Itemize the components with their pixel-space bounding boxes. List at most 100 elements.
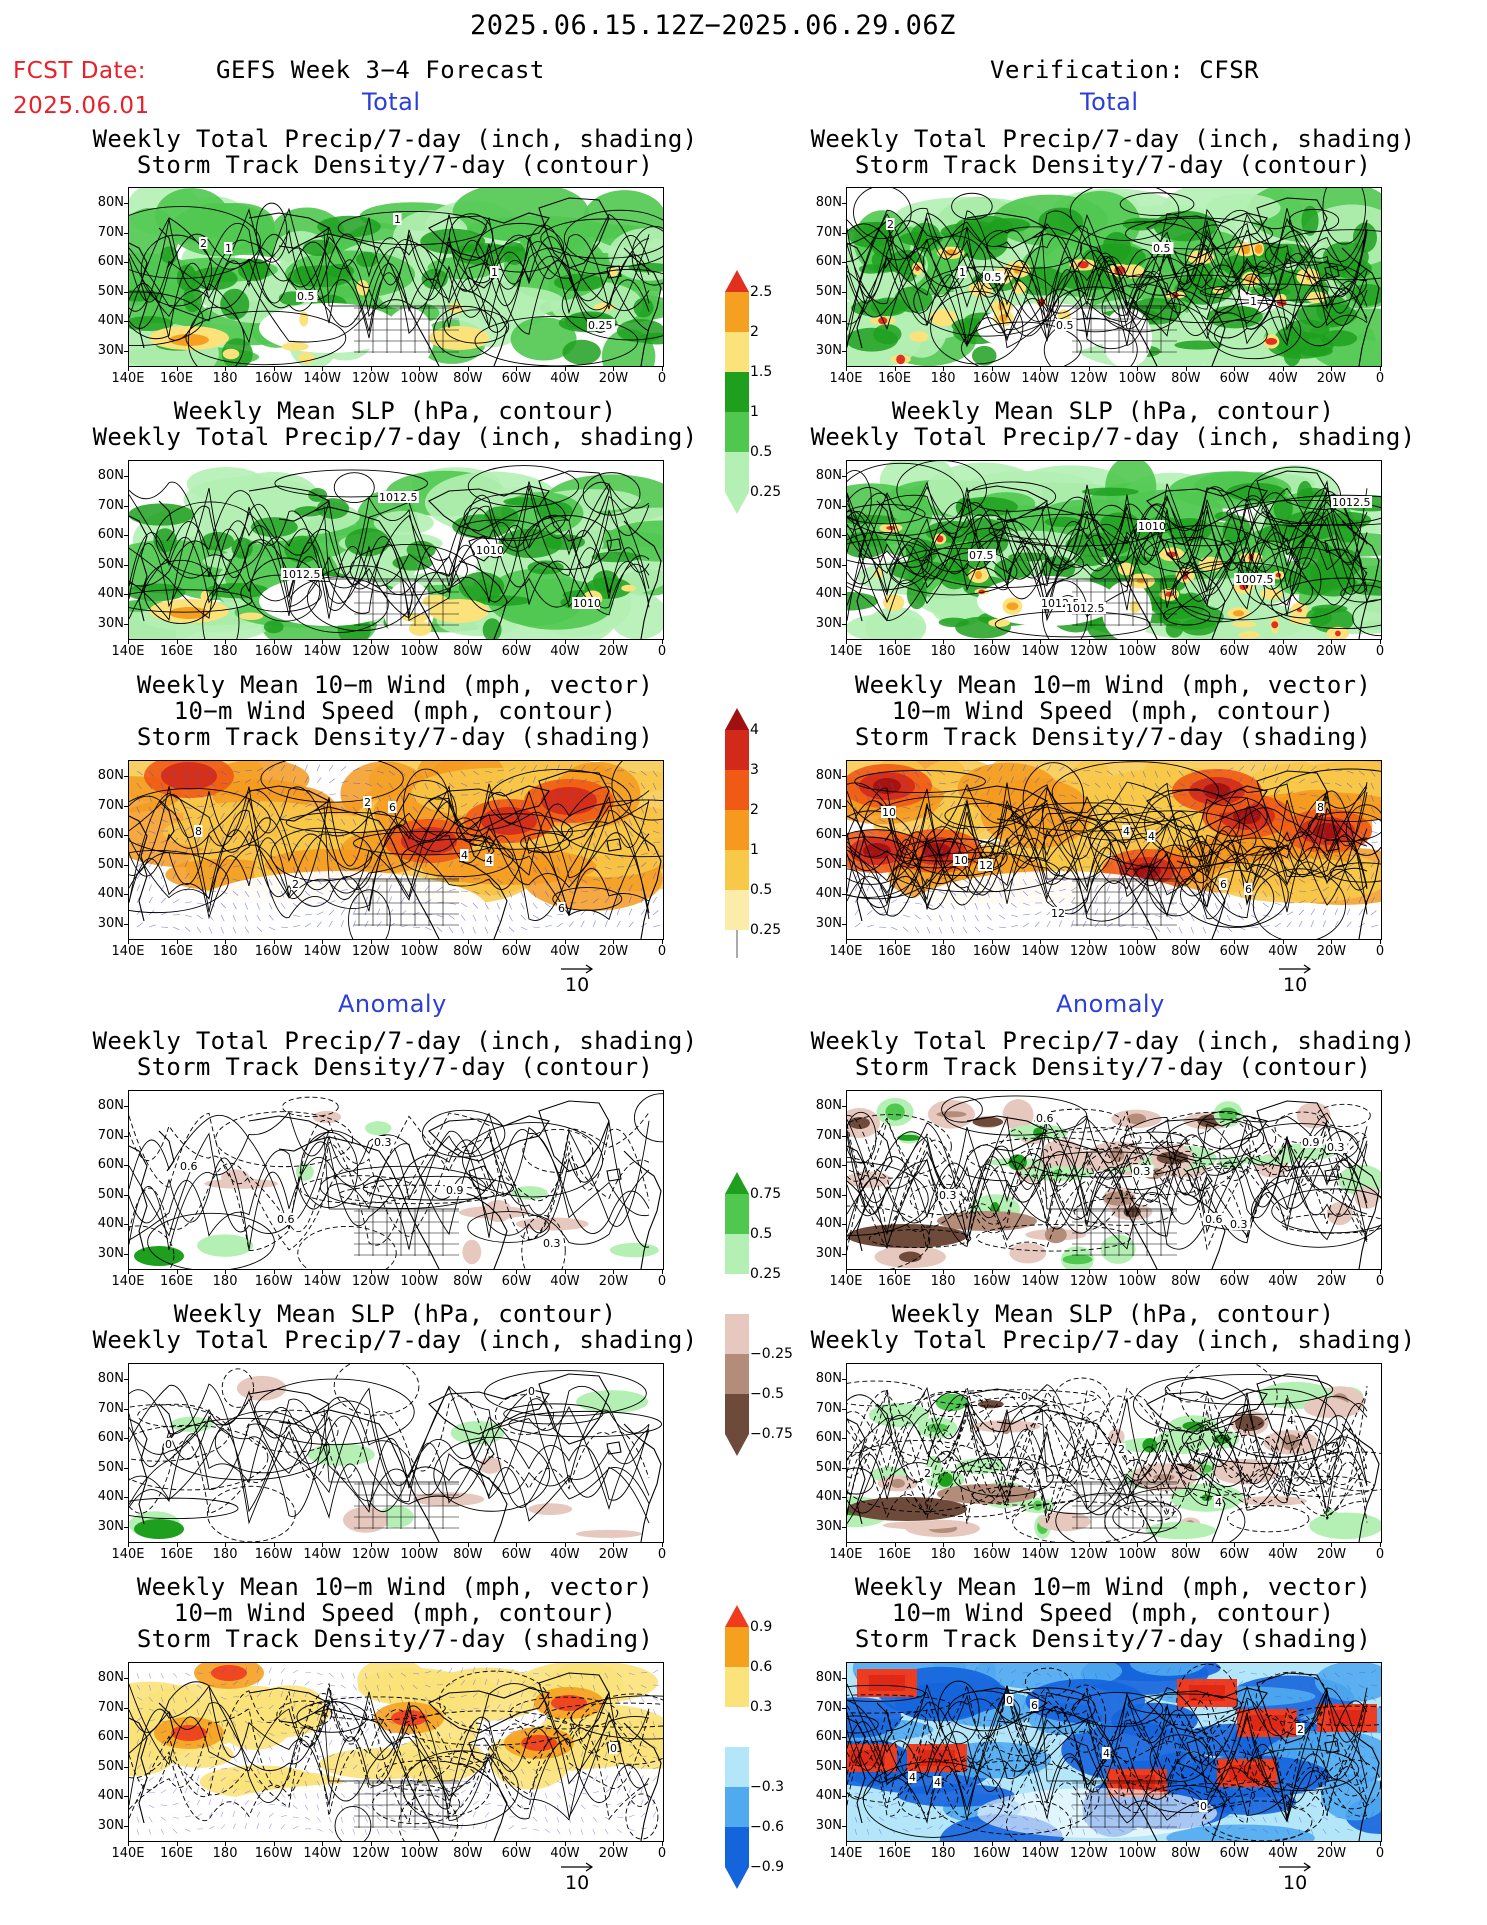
lat-label: 30N: [97, 615, 124, 631]
lon-tick: [176, 639, 178, 644]
lon-tick: [1088, 366, 1090, 371]
contour-label: 0: [165, 1438, 172, 1451]
lon-label: 20W: [1316, 1547, 1347, 1562]
lat-tick: [124, 805, 129, 807]
lon-tick: [1040, 639, 1042, 644]
lon-tick: [370, 366, 372, 371]
lon-label: 80W: [453, 371, 483, 386]
lat-label: 40N: [815, 313, 842, 328]
lon-tick: [176, 1542, 178, 1547]
contour-label: 0.3: [543, 1237, 561, 1250]
lon-label: 160E: [878, 944, 912, 959]
lon-label: 160E: [878, 371, 912, 386]
map-panel: 0.9 0.3 0.6 0.6 0.3: [128, 1090, 664, 1270]
contour-label: 4: [1215, 1496, 1222, 1509]
lon-label: 160E: [160, 944, 194, 959]
panel-title-line: Weekly Mean 10−m Wind (mph, vector): [854, 671, 1372, 699]
contour-label: 1: [225, 242, 232, 255]
contour-label: 1: [959, 266, 966, 279]
lon-label: 120W: [351, 1274, 390, 1289]
lat-tick: [124, 1379, 129, 1380]
lat-tick: [842, 1165, 847, 1166]
lat-label: 70N: [815, 1400, 842, 1416]
panel-title-line: Weekly Total Precip/7-day (inch, shading…: [92, 1027, 698, 1055]
vector-reference-label: 10: [565, 1872, 590, 1894]
contour-label: 1012.5: [1066, 602, 1105, 615]
lon-tick: [1137, 939, 1139, 944]
lon-label: 160W: [972, 944, 1011, 959]
lon-tick: [128, 1542, 129, 1547]
lon-tick: [516, 1542, 518, 1547]
lon-label: 140E: [111, 644, 145, 659]
lon-tick: [846, 939, 847, 944]
lon-tick: [943, 366, 945, 371]
lat-tick: [842, 1467, 847, 1469]
contour-label: 10: [954, 854, 968, 867]
lon-tick: [176, 366, 178, 371]
lon-tick: [564, 1542, 566, 1547]
lat-label: 30N: [97, 1518, 124, 1534]
lon-label: 140W: [303, 1274, 341, 1289]
lat-tick: [124, 232, 129, 234]
lon-label: 80W: [1171, 1846, 1201, 1861]
lon-tick: [419, 1542, 421, 1547]
contour-label: 6: [1220, 878, 1227, 891]
lon-label: 20W: [1316, 944, 1347, 959]
lat-tick: [124, 1678, 129, 1679]
lon-label: 20W: [598, 1846, 629, 1861]
lat-label: 30N: [815, 1518, 842, 1534]
lon-tick: [846, 1841, 847, 1846]
lat-tick: [842, 1379, 847, 1380]
map-panel: 2 0.5 1 1 0.25 1: [128, 187, 664, 367]
lon-tick: [846, 639, 847, 644]
contour-label: 0.3: [1133, 1165, 1151, 1178]
lat-tick: [842, 350, 847, 352]
panel-title-line: Storm Track Density/7-day (contour): [136, 151, 654, 179]
lon-label: 80W: [453, 644, 483, 659]
lat-label: 60N: [97, 1430, 124, 1445]
lat-tick: [124, 1438, 129, 1439]
lon-label: 100W: [1118, 644, 1157, 659]
lon-tick: [1088, 1269, 1090, 1274]
lat-label: 50N: [97, 1459, 124, 1475]
contour-label: 4: [909, 1771, 916, 1784]
lat-label: 80N: [815, 768, 842, 783]
lat-tick: [124, 1825, 129, 1827]
lon-label: 20W: [598, 371, 629, 386]
contour-label: 1012.5: [1332, 496, 1371, 509]
lat-label: 70N: [815, 797, 842, 813]
lon-label: 60W: [501, 944, 532, 959]
map-panel: 1 0.5 0.5 1 2 0.5: [846, 187, 1382, 367]
lon-tick: [1137, 1841, 1139, 1846]
lon-tick: [273, 1542, 275, 1547]
lon-tick: [613, 1542, 615, 1547]
panel-title: Weekly Mean SLP (hPa, contour) Weekly Tot…: [786, 1301, 1440, 1353]
contour-label: 0.5: [297, 290, 315, 303]
lon-label: 140E: [829, 1846, 863, 1861]
lon-tick: [419, 1269, 421, 1274]
lon-tick: [467, 366, 469, 371]
contour-label: 0: [1200, 1800, 1207, 1813]
lon-label: 40W: [1268, 644, 1298, 659]
map-panel: 4 6 8 10 12 4 6 10 12: [846, 760, 1382, 940]
lon-label: 180: [930, 1274, 956, 1289]
lon-tick: [894, 366, 896, 371]
lat-tick: [124, 894, 129, 895]
lon-tick: [176, 939, 178, 944]
map-shading: 0: [129, 1663, 663, 1841]
colorbar-label: 0.5: [750, 1226, 773, 1242]
lon-label: 180: [930, 944, 956, 959]
panel-title-line: Weekly Total Precip/7-day (inch, shading…: [810, 125, 1416, 153]
lon-tick: [613, 1269, 615, 1274]
lon-label: 20W: [1316, 644, 1347, 659]
lon-tick: [273, 1269, 275, 1274]
lon-tick: [1040, 1269, 1042, 1274]
lon-tick: [1137, 1542, 1139, 1547]
lon-tick: [991, 1269, 993, 1274]
lon-tick: [225, 366, 227, 371]
contour-label: 1007.5: [1235, 573, 1274, 586]
lat-label: 50N: [97, 1186, 124, 1202]
lon-tick: [564, 366, 566, 371]
lat-label: 60N: [97, 1729, 124, 1744]
contour-label: 12: [979, 859, 993, 872]
